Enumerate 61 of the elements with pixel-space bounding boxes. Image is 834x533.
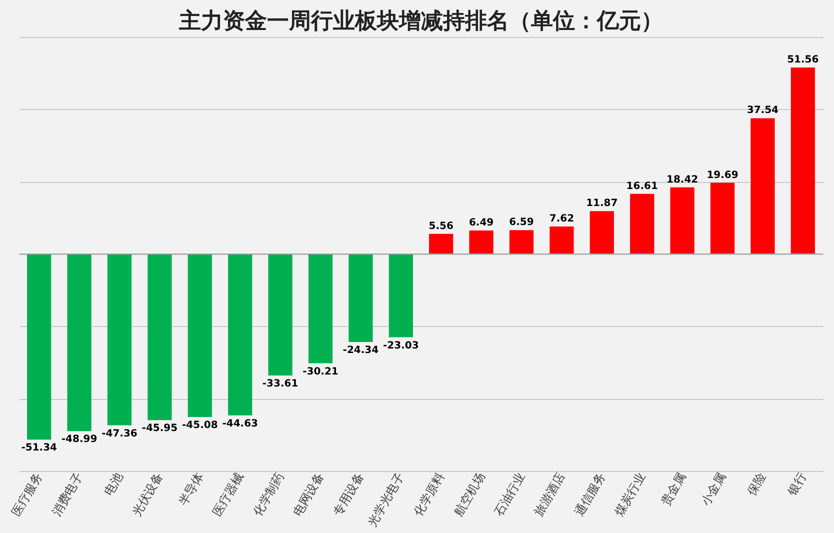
data-label: -30.21 xyxy=(302,366,338,378)
data-label: -45.08 xyxy=(182,420,218,432)
bar xyxy=(67,254,92,432)
x-tick-label: 银行 xyxy=(784,470,809,499)
x-tick-label: 化学原料 xyxy=(411,470,448,519)
data-label: 11.87 xyxy=(586,198,618,210)
bar xyxy=(268,254,292,376)
x-tick-label: 石油行业 xyxy=(491,470,528,519)
bar xyxy=(750,118,775,254)
bar xyxy=(630,194,654,254)
x-tick-label: 医疗服务 xyxy=(9,470,46,519)
x-tick-label: 贵金属 xyxy=(658,470,688,508)
data-label: -24.34 xyxy=(342,345,379,356)
bar xyxy=(509,230,534,254)
bar xyxy=(590,211,614,254)
data-label: 16.61 xyxy=(626,180,658,192)
bar xyxy=(710,182,735,254)
x-tick-label: 消费电子 xyxy=(49,470,86,519)
bar xyxy=(228,254,252,416)
x-tick-label: 电网设备 xyxy=(290,470,327,519)
data-label: -47.36 xyxy=(102,428,138,440)
x-tick-label: 通信服务 xyxy=(572,470,608,519)
bar xyxy=(107,254,132,426)
bar xyxy=(670,187,694,254)
data-label: -33.61 xyxy=(262,378,298,390)
x-tick-label: 小金属 xyxy=(698,470,729,508)
data-label: 51.56 xyxy=(787,54,819,66)
bar xyxy=(469,230,494,254)
bar xyxy=(429,234,454,254)
x-tick-label: 光学光电子 xyxy=(364,470,407,529)
data-label: 37.54 xyxy=(746,105,779,116)
data-label: 5.56 xyxy=(428,220,454,232)
chart-title: 主力资金一周行业板块增减持排名（单位：亿元） xyxy=(178,8,663,34)
data-label: -48.99 xyxy=(61,434,98,446)
bar xyxy=(550,226,574,254)
data-label: -51.34 xyxy=(21,442,58,454)
data-label: -45.95 xyxy=(142,423,178,434)
bar xyxy=(388,254,413,338)
bar xyxy=(348,254,373,342)
x-tick-label: 航空机场 xyxy=(451,470,488,519)
bar xyxy=(308,254,333,364)
data-label: 18.42 xyxy=(666,174,698,186)
data-label: 19.69 xyxy=(706,170,738,181)
x-tick-label: 煤炭行业 xyxy=(612,470,648,519)
x-tick-label: 旅游酒店 xyxy=(532,470,568,519)
bar xyxy=(188,254,212,418)
data-label: -44.63 xyxy=(222,418,258,430)
x-tick-label: 保险 xyxy=(744,470,769,498)
x-tick-label: 光伏设备 xyxy=(130,470,166,519)
x-tick-label: 医疗器械 xyxy=(210,470,246,519)
data-label: 6.59 xyxy=(509,217,534,228)
data-label: 6.49 xyxy=(468,218,494,229)
data-label: 7.62 xyxy=(549,213,574,224)
bar xyxy=(27,254,52,440)
x-tick-label: 化学制药 xyxy=(250,470,286,519)
bar xyxy=(790,68,815,254)
x-tick-label: 专用设备 xyxy=(330,470,367,519)
x-tick-label: 半导体 xyxy=(176,470,206,508)
x-tick-label: 电池 xyxy=(101,470,126,498)
bar xyxy=(148,254,172,420)
data-label: -23.03 xyxy=(383,340,419,352)
